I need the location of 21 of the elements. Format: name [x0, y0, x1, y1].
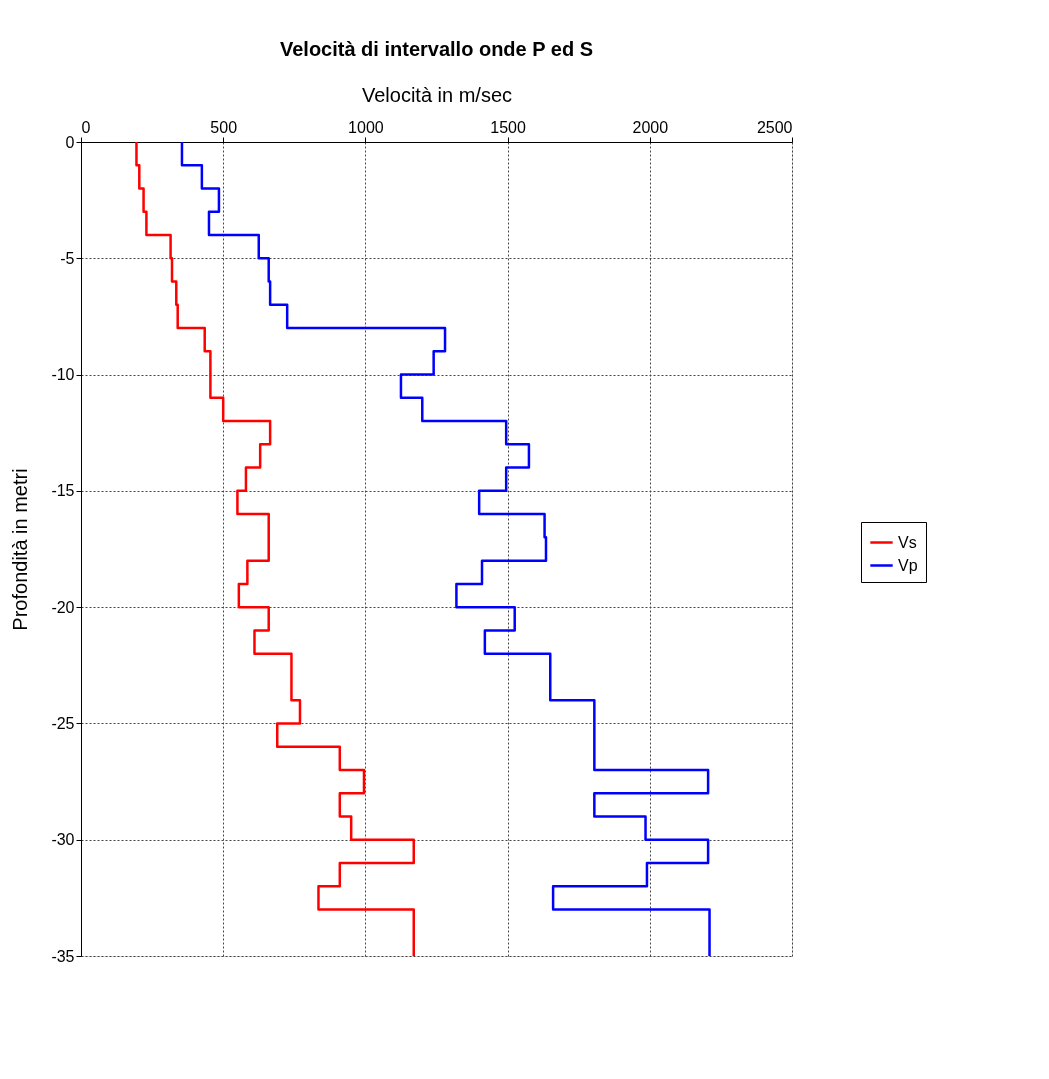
line-series: [135, 140, 415, 958]
x-tick-label: 2000: [632, 118, 669, 136]
legend-label: Vs: [898, 533, 917, 551]
x-tick-label: 500: [210, 118, 238, 136]
y-axis-title: Profondità in metri: [9, 468, 32, 631]
legend-label: Vp: [898, 556, 918, 574]
y-tick-label: -15: [51, 482, 75, 500]
x-tick-label: 2500: [756, 118, 793, 136]
y-tick-label: -35: [51, 947, 75, 965]
x-tick-label: 1000: [348, 118, 384, 136]
line-series: [180, 140, 711, 958]
y-tick-label: 0: [65, 133, 75, 151]
x-axis-title: Velocità in m/sec: [361, 83, 513, 106]
x-tick-label: 0: [81, 118, 91, 136]
y-tick-label: -30: [51, 831, 75, 849]
y-tick-label: -10: [51, 366, 75, 384]
y-tick-label: -25: [51, 714, 75, 732]
chart-title: Velocità di intervallo onde P ed S: [279, 38, 594, 60]
y-tick-label: -5: [60, 249, 75, 267]
y-tick-label: -20: [51, 598, 75, 616]
x-tick-label: 1500: [490, 118, 526, 136]
